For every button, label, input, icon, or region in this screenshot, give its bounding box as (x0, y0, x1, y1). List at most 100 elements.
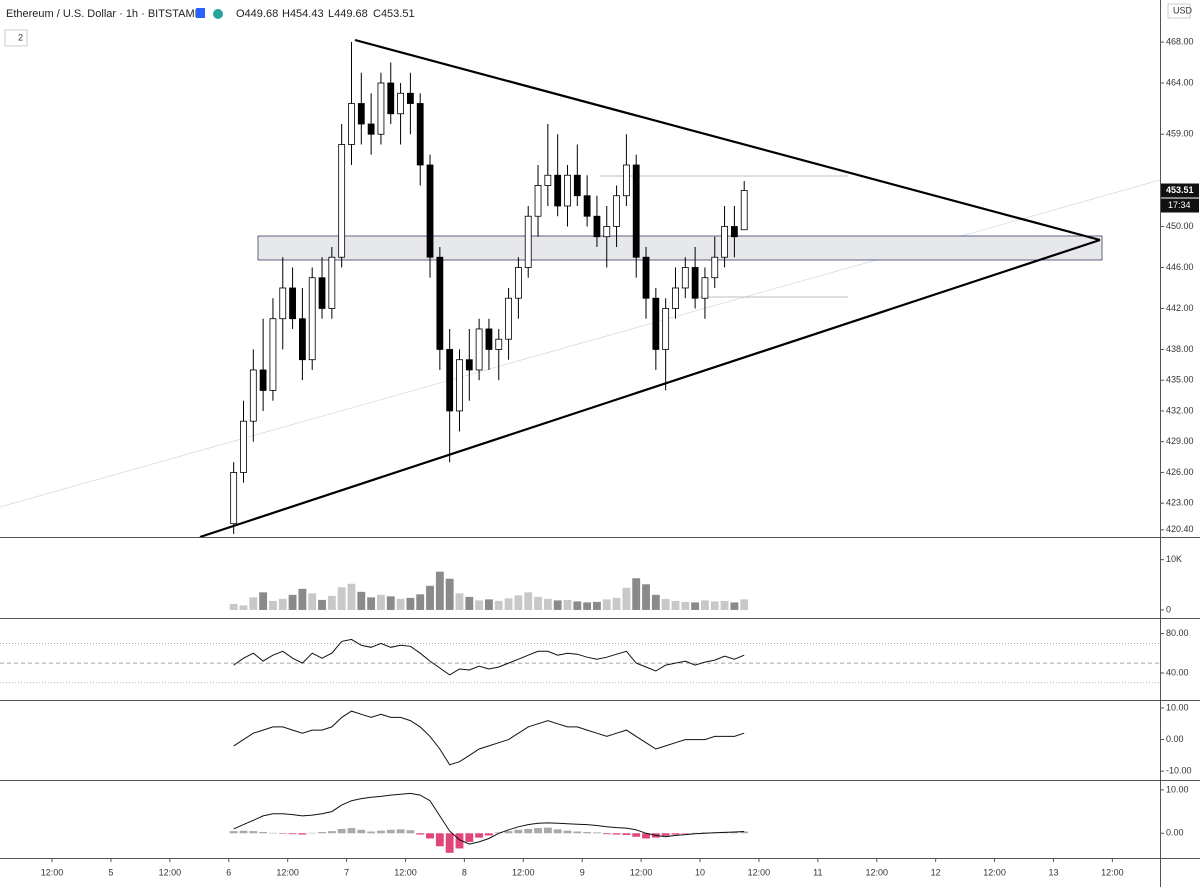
volume-bar (337, 587, 346, 610)
candle-body (269, 318, 277, 391)
flag-icon (196, 8, 205, 18)
y-tick-label: 446.00 (1166, 262, 1194, 272)
histogram-bar (377, 830, 385, 834)
y-tick-label: 429.00 (1166, 436, 1194, 446)
volume-bar (710, 601, 719, 610)
histogram-bar (288, 833, 297, 835)
histogram-bar (367, 831, 376, 834)
x-tick-label: 12:00 (276, 867, 299, 877)
candle-body (485, 328, 493, 350)
volume-bar (602, 599, 611, 610)
candle-body (387, 82, 395, 115)
candle-body (475, 328, 483, 371)
volume-bar (730, 602, 739, 610)
histogram-bar (534, 828, 542, 834)
status-dot (213, 9, 223, 19)
y-tick-label: 40.00 (1166, 667, 1189, 677)
histogram-bar (661, 833, 670, 836)
candle-body (289, 287, 296, 320)
volume-bar (485, 599, 493, 610)
candle-body (701, 277, 709, 299)
histogram-bar (396, 829, 405, 834)
candle-body (279, 287, 287, 320)
histogram-bar (681, 833, 690, 834)
histogram-bar (308, 832, 317, 834)
zone-rect (257, 235, 1103, 261)
histogram-bar (435, 833, 444, 847)
volume-bar (426, 585, 434, 610)
y-tick-label: 432.00 (1166, 405, 1194, 415)
candle-body (554, 174, 562, 207)
candle-body (298, 318, 306, 361)
volume-bar (534, 596, 542, 610)
histogram-bar (583, 831, 592, 834)
volume-bar (377, 594, 385, 610)
volume-bar (249, 597, 258, 610)
y-tick-label: 442.00 (1166, 303, 1194, 313)
volume-bar (475, 600, 484, 610)
volume-bar (239, 605, 248, 610)
indicators-toggle[interactable] (4, 29, 28, 47)
candle-body (465, 359, 473, 371)
volume-bar (593, 601, 601, 610)
volume-bar (701, 600, 709, 610)
candle-body (691, 267, 699, 299)
y-tick-label: 0.00 (1166, 734, 1184, 744)
x-tick-label: 12:00 (630, 867, 653, 877)
x-tick-label: 13 (1048, 867, 1058, 877)
candle-body (662, 308, 670, 350)
candle-body (456, 359, 463, 412)
volume-bar (445, 578, 454, 610)
histogram-bar (259, 831, 268, 834)
histogram-bar (455, 833, 464, 849)
volume-bar (740, 599, 749, 610)
histogram-bar (730, 831, 739, 834)
histogram-bar (278, 833, 287, 834)
histogram-bar (573, 831, 582, 834)
histogram-bar (298, 833, 307, 835)
histogram-bar (318, 831, 326, 834)
candle-body (446, 349, 454, 412)
volume-bar (622, 587, 631, 610)
x-tick-label: 5 (108, 867, 113, 877)
candle-body (564, 174, 571, 207)
x-tick-label: 11 (813, 867, 822, 877)
y-tick-label: 426.00 (1166, 467, 1194, 477)
histogram-bar (337, 828, 346, 834)
candle-body (318, 277, 326, 309)
histogram-bar (475, 833, 484, 838)
histogram-bar (504, 831, 513, 834)
y-tick-label: 468.00 (1166, 36, 1194, 46)
candle-body (308, 277, 316, 361)
candle-body (524, 215, 532, 268)
histogram-bar (691, 832, 700, 834)
y-tick-label: 459.00 (1166, 129, 1194, 139)
countdown-box (1161, 198, 1199, 213)
candle-body (632, 164, 640, 258)
y-tick-label: 80.00 (1166, 628, 1189, 638)
candle-body (514, 267, 522, 299)
y-tick-label: 10K (1166, 554, 1182, 564)
x-tick-label: 6 (226, 867, 231, 877)
y-tick-label: 435.00 (1166, 375, 1194, 385)
chart-title: Ethereum / U.S. Dollar · 1h · BITSTAMP (6, 8, 202, 20)
y-tick-label: 450.00 (1166, 221, 1194, 231)
y-tick-label: 423.00 (1166, 498, 1194, 508)
x-tick-label: 12:00 (748, 867, 771, 877)
x-tick-label: 12:00 (159, 867, 182, 877)
histogram-bar (406, 830, 415, 834)
volume-bar (553, 600, 562, 610)
histogram-bar (239, 830, 248, 834)
x-tick-label: 8 (462, 867, 467, 877)
candle-body (613, 195, 620, 227)
candle-body (652, 297, 660, 350)
histogram-bar (553, 829, 562, 834)
last-price: 453.51 (1166, 185, 1194, 195)
last-price-box (1161, 183, 1199, 198)
volume-bar (416, 594, 425, 610)
candle-body (240, 420, 247, 473)
candle-body (721, 226, 728, 258)
x-tick-label: 9 (580, 867, 585, 877)
candle-body (406, 92, 414, 104)
